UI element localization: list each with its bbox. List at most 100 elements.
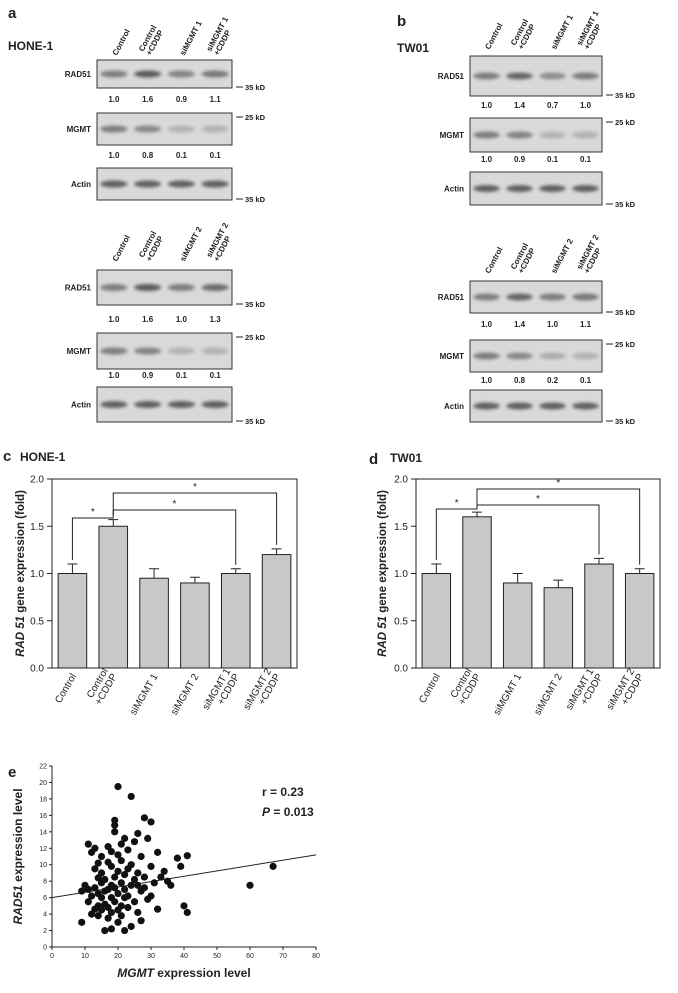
band [167,401,195,408]
x-tick-label-group: Control [417,672,443,705]
row-label: MGMT [67,125,92,134]
x-tick-label-group: siMGMT 1 [492,672,525,718]
row-label: MGMT [440,131,465,140]
y-tick-label: 0.5 [394,616,408,627]
marker-label: 25 kD [615,340,636,349]
band [506,185,533,192]
band [473,293,500,301]
quant-label: 1.0 [481,101,493,110]
point [157,873,165,881]
lane-label: siMGMT 1+CDDP [575,9,608,51]
band [134,401,162,408]
bar [139,577,169,669]
x-tick-label: 60 [246,953,254,960]
point [117,840,125,848]
quant-label: 1.0 [481,376,493,385]
quant-label: 0.7 [547,101,559,110]
row-label: MGMT [67,347,92,356]
x-tick-label: siMGMT 1+CDDP [564,666,606,717]
error-bar [594,557,604,565]
band [572,131,599,139]
point [127,792,135,801]
lane-label: Control+CDDP [137,24,166,57]
band [539,72,566,80]
lane-label: Control [111,234,132,263]
row-label: Actin [71,180,91,189]
bar [462,516,492,669]
lane-label-group: Control+CDDP [137,24,166,57]
x-tick-label: Control+CDDP [448,666,484,707]
point [78,918,86,926]
y-tick-label: 10 [39,862,47,869]
plot-frame [415,478,661,669]
significance-label: * [556,478,560,489]
point [134,829,142,838]
point [183,908,191,917]
quant-label: 0.9 [142,371,154,380]
quant-label: 0.1 [210,151,222,160]
y-tick-label: 0 [43,945,47,952]
point [147,892,155,900]
lane-label: siMGMT 1+CDDP [205,15,238,57]
point [127,861,135,869]
band [506,352,533,360]
x-tick-label: siMGMT 1+CDDP [201,666,243,717]
y-tick-label: 12 [39,846,47,853]
y-tick-label: 18 [39,796,47,803]
point [183,852,191,860]
row-label: RAD51 [438,72,465,81]
point [269,862,277,870]
lane-label: Control+CDDP [509,18,538,51]
point [130,838,139,846]
band [134,125,162,133]
lane-label-group: Control [483,246,504,275]
lane-label: siMGMT 2 [178,225,204,263]
band [539,185,566,192]
lane-label-group: siMGMT 1+CDDP [575,9,608,51]
significance-label: * [91,507,95,518]
bar [543,587,574,669]
point [137,852,145,861]
point [107,925,115,933]
y-tick-label: 6 [43,895,47,902]
panel-label: c [3,448,11,465]
x-tick-label: Control+CDDP [84,666,120,707]
quant-label: 1.0 [108,95,120,104]
lane-label: Control+CDDP [137,230,166,263]
band [167,70,195,78]
point [107,847,115,856]
lane-label-group: Control [111,234,132,263]
point [180,902,188,910]
quant-label: 1.0 [580,101,592,110]
point [121,834,129,843]
quant-label: 1.0 [176,315,188,324]
band [201,284,229,291]
y-tick-label: 2.0 [30,475,44,486]
point [88,892,96,900]
point [111,884,119,892]
x-tick-label-group: siMGMT 1+CDDP [564,666,606,717]
point [111,873,119,881]
error-bar [472,511,482,517]
significance-bracket [71,515,114,561]
x-tick-label-group: Control+CDDP [84,666,120,707]
point [94,859,102,867]
y-tick-label: 0.0 [394,664,408,675]
annotation-part: = 0.013 [270,805,314,819]
bar [57,573,88,669]
band [167,125,195,133]
point [101,926,109,935]
point [154,848,162,856]
point [127,881,135,889]
point [124,903,132,912]
band [539,293,566,301]
point [130,898,139,906]
point [147,818,155,826]
point [97,894,106,902]
band [506,131,533,139]
lane-label-group: Control [483,22,504,51]
lane-label: siMGMT 2+CDDP [575,233,608,275]
quant-label: 0.1 [580,155,592,164]
error-bar [512,573,523,583]
bar [624,573,655,669]
